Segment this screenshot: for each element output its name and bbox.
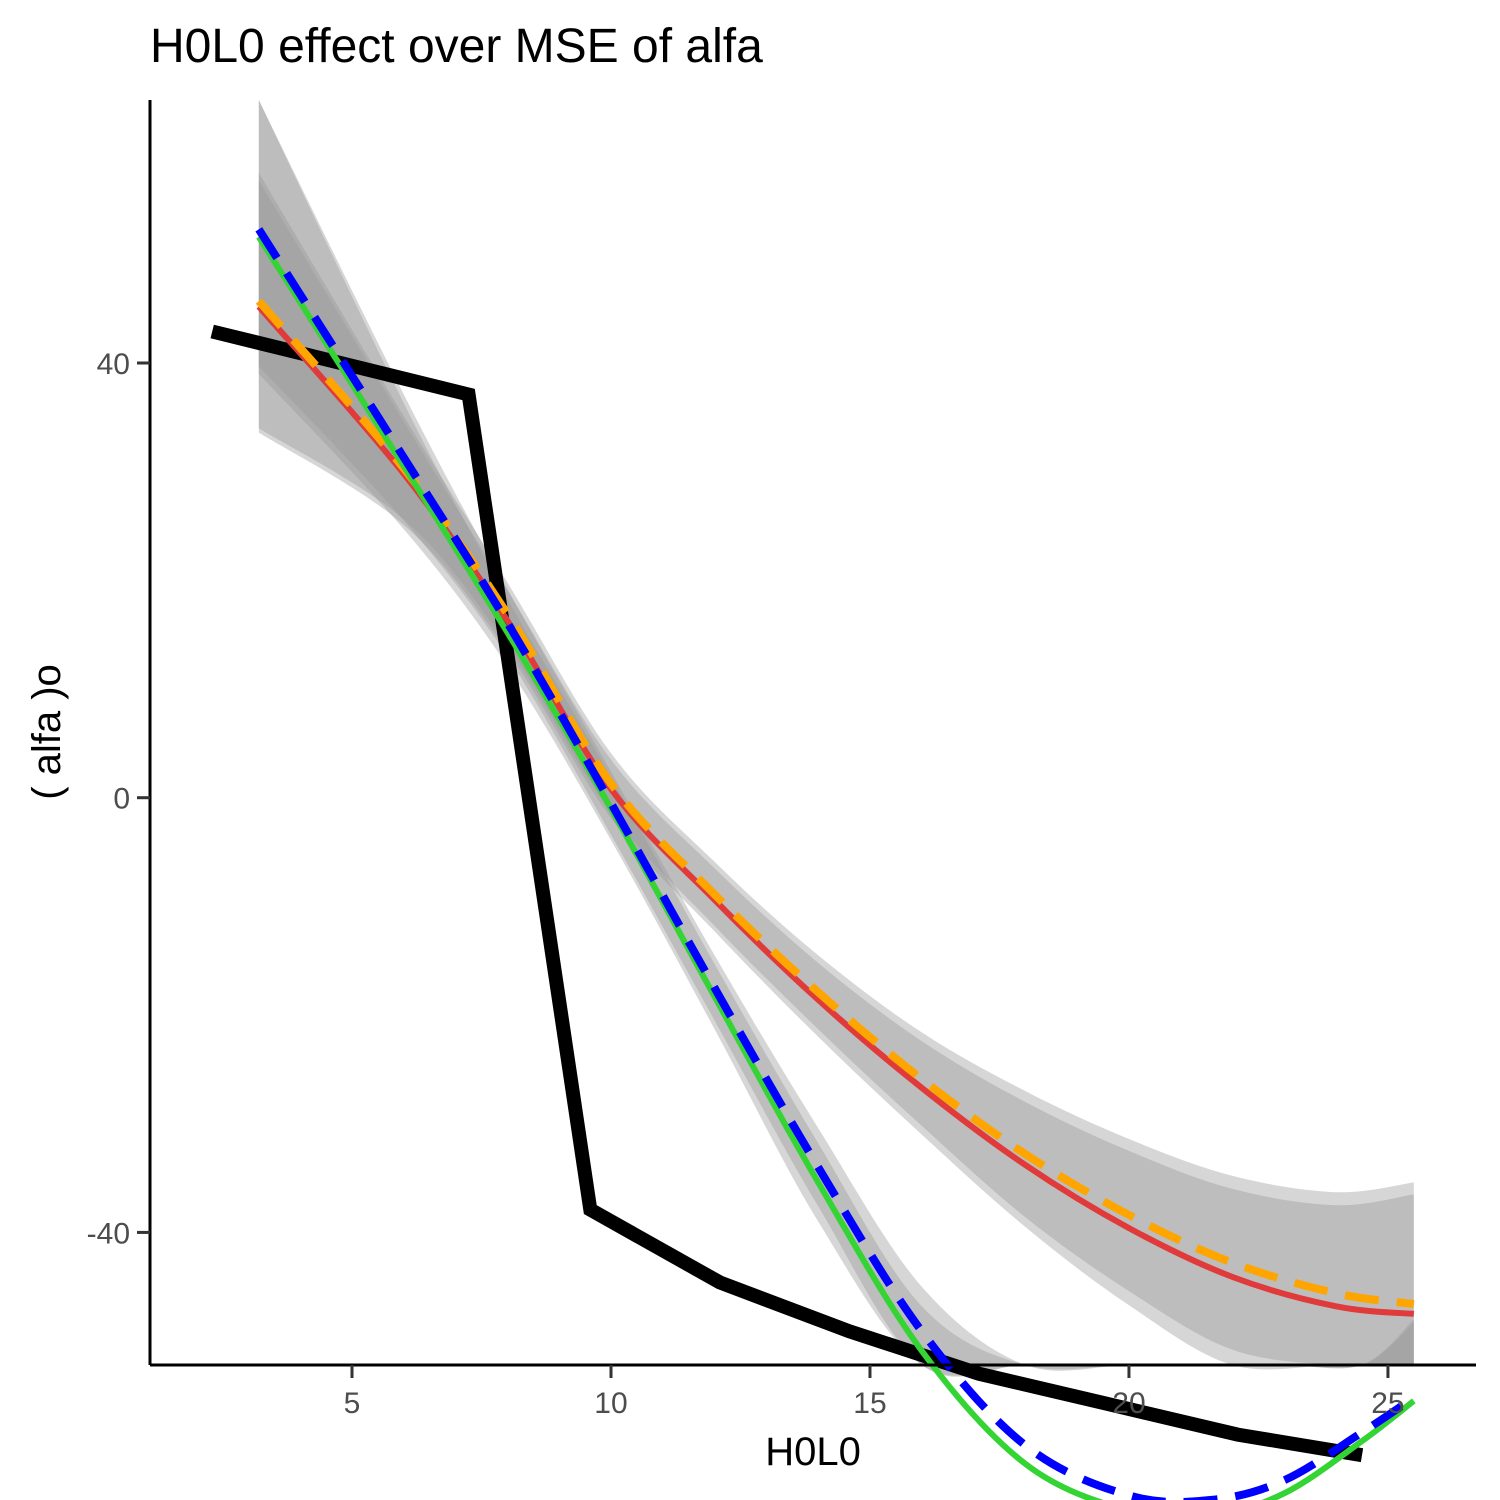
x-tick-label: 15 [853,1387,886,1420]
x-axis-title: H0L0 [765,1430,861,1474]
series-line-0 [210,324,1364,1463]
series-lines [210,227,1417,1500]
series-line-3 [256,235,1416,1500]
x-tick-label: 5 [344,1387,361,1420]
chart-title: H0L0 effect over MSE of alfa [150,20,763,73]
y-axis-title: ( alfa )o [25,664,69,800]
x-ticks: 5 10 15 20 25 [344,1365,1405,1420]
series-line-4 [255,227,1417,1500]
y-tick-label: 40 [97,348,130,381]
confidence-bands [258,100,1414,1377]
y-ticks: 40 0 -40 [87,348,150,1250]
confidence-band-2 [258,172,1414,1367]
y-tick-label: -40 [87,1217,130,1250]
y-tick-label: 0 [113,783,130,816]
x-tick-label: 25 [1371,1387,1404,1420]
x-tick-label: 20 [1112,1387,1145,1420]
x-tick-label: 10 [594,1387,627,1420]
confidence-band-1 [258,180,1414,1370]
